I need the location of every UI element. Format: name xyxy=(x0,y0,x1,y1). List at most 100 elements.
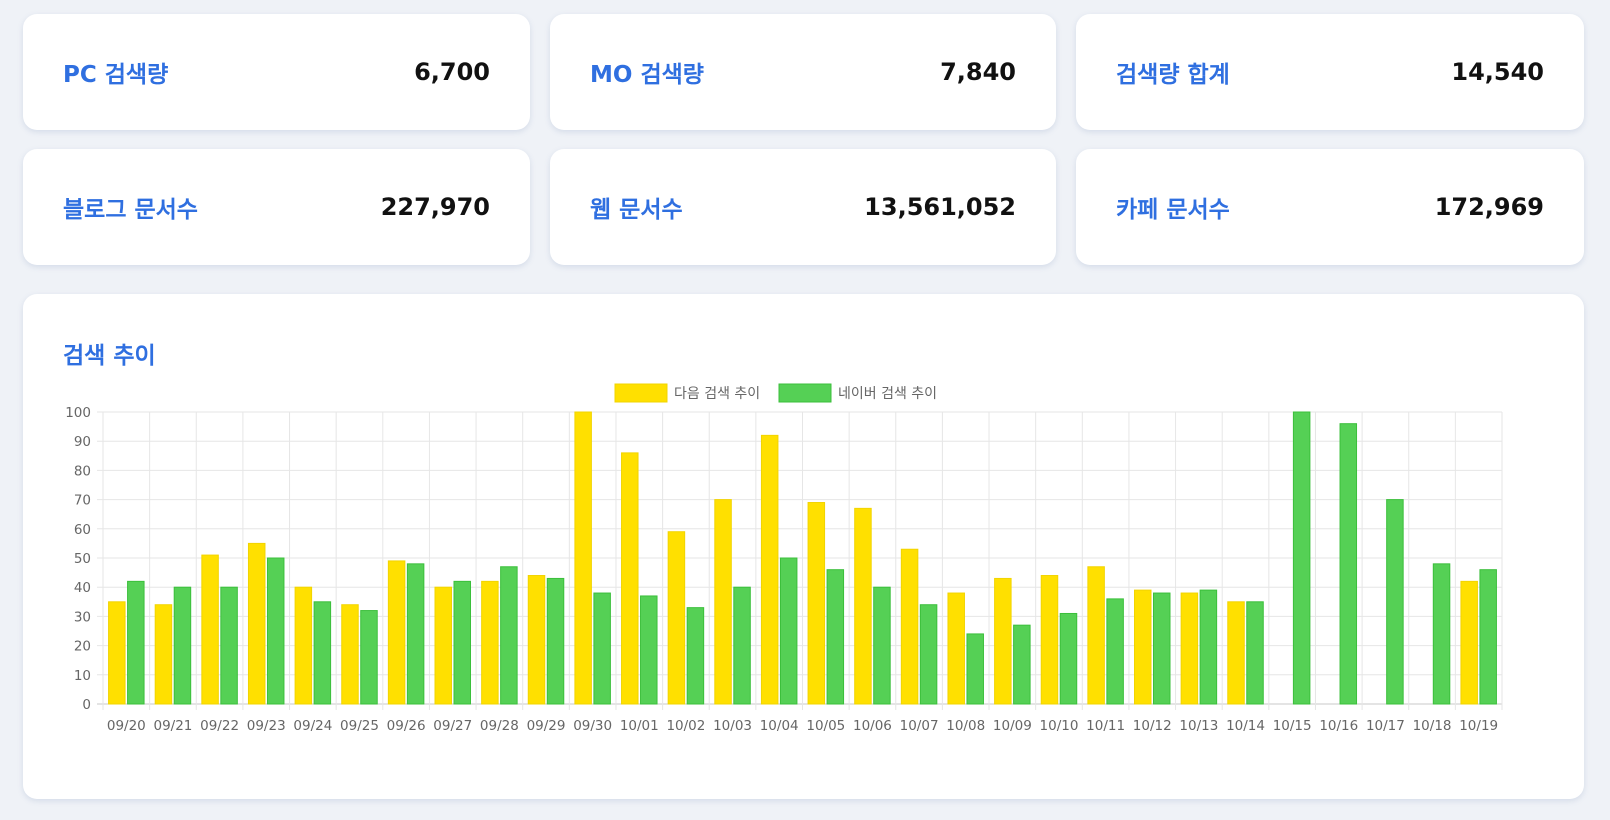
x-tick-label: 10/18 xyxy=(1413,718,1452,734)
naver-bar xyxy=(919,604,938,705)
daum-bar xyxy=(434,586,452,705)
naver-bar xyxy=(686,607,705,705)
x-tick-label: 10/17 xyxy=(1366,718,1405,734)
naver-bar xyxy=(593,592,611,705)
daum-legend-label: 다음 검색 추이 xyxy=(674,386,760,402)
daum-bar xyxy=(294,586,313,705)
y-tick-label: 100 xyxy=(65,405,91,421)
daum-bar xyxy=(387,560,406,705)
daum-bar xyxy=(807,502,826,705)
x-tick-label: 09/26 xyxy=(387,718,426,734)
naver-bar xyxy=(1153,592,1171,705)
web-docs-label: 웹 문서수 xyxy=(590,197,683,223)
y-tick-label: 40 xyxy=(74,580,91,596)
y-tick-label: 50 xyxy=(74,551,91,567)
naver-bar xyxy=(1479,569,1497,705)
y-tick-label: 0 xyxy=(82,697,91,713)
total-search-card: 검색량 합계 14,540 xyxy=(1076,14,1584,130)
y-tick-label: 10 xyxy=(74,668,91,684)
naver-bar xyxy=(873,586,891,705)
x-tick-label: 10/14 xyxy=(1226,718,1265,734)
pc-search-card: PC 검색량 6,700 xyxy=(23,14,530,130)
daum-bar xyxy=(1087,566,1105,705)
naver-bar xyxy=(1339,423,1358,705)
daum-bar xyxy=(667,531,686,705)
pc-search-label: PC 검색량 xyxy=(63,62,169,88)
daum-bar xyxy=(1460,580,1478,705)
x-tick-label: 10/10 xyxy=(1040,718,1079,734)
naver-bar xyxy=(1292,411,1311,705)
y-tick-label: 60 xyxy=(74,522,91,538)
x-tick-label: 10/04 xyxy=(760,718,799,734)
x-tick-label: 10/05 xyxy=(806,718,845,734)
daum-bar xyxy=(854,507,872,705)
x-tick-label: 09/28 xyxy=(480,718,519,734)
naver-bar xyxy=(1246,601,1264,705)
web-docs-value: 13,561,052 xyxy=(864,193,1016,221)
chart-title: 검색 추이 xyxy=(63,343,156,369)
daum-legend-swatch xyxy=(614,383,668,403)
naver-bar xyxy=(1013,624,1031,705)
y-tick-label: 30 xyxy=(74,609,91,625)
cafe-docs-value: 172,969 xyxy=(1434,193,1544,221)
blog-docs-label: 블로그 문서수 xyxy=(63,197,198,223)
x-tick-label: 09/30 xyxy=(573,718,612,734)
x-tick-label: 10/16 xyxy=(1319,718,1358,734)
naver-legend-swatch xyxy=(778,383,832,403)
daum-bar xyxy=(201,554,219,705)
daum-bar xyxy=(108,601,126,705)
naver-bar xyxy=(1106,598,1124,705)
daum-bar xyxy=(1227,601,1245,705)
naver-bar xyxy=(500,566,518,705)
blog-docs-value: 227,970 xyxy=(380,193,490,221)
x-tick-label: 10/01 xyxy=(620,718,659,734)
naver-bar xyxy=(313,601,332,705)
x-tick-label: 10/07 xyxy=(900,718,939,734)
y-tick-label: 80 xyxy=(74,463,91,479)
daum-bar xyxy=(1134,589,1152,705)
x-tick-label: 10/19 xyxy=(1459,718,1498,734)
x-tick-label: 10/11 xyxy=(1086,718,1125,734)
total-search-value: 14,540 xyxy=(1451,58,1544,86)
x-tick-label: 09/22 xyxy=(200,718,239,734)
daum-bar xyxy=(341,604,359,705)
x-tick-label: 10/02 xyxy=(666,718,705,734)
naver-bar xyxy=(826,569,845,705)
daum-bar xyxy=(481,580,499,705)
naver-bar xyxy=(360,610,378,705)
x-tick-label: 09/21 xyxy=(153,718,192,734)
mo-search-value: 7,840 xyxy=(940,58,1016,86)
y-tick-label: 90 xyxy=(74,434,91,450)
cafe-docs-label: 카페 문서수 xyxy=(1116,197,1230,223)
mo-search-label: MO 검색량 xyxy=(590,62,704,88)
pc-search-value: 6,700 xyxy=(414,58,490,86)
naver-bar xyxy=(733,586,751,705)
daum-bar xyxy=(574,411,592,705)
cafe-docs-card: 카페 문서수 172,969 xyxy=(1076,149,1584,265)
daum-bar xyxy=(714,499,732,705)
blog-docs-card: 블로그 문서수 227,970 xyxy=(23,149,530,265)
naver-bar xyxy=(406,563,425,705)
naver-bar xyxy=(966,633,984,705)
daum-bar xyxy=(760,434,779,705)
x-tick-label: 09/23 xyxy=(247,718,286,734)
naver-legend-label: 네이버 검색 추이 xyxy=(838,386,937,402)
x-tick-label: 09/29 xyxy=(527,718,566,734)
daum-bar xyxy=(947,592,965,705)
naver-bar xyxy=(546,577,565,705)
naver-bar xyxy=(220,586,238,705)
x-tick-label: 10/12 xyxy=(1133,718,1172,734)
daum-bar xyxy=(1180,592,1199,705)
daum-bar xyxy=(994,577,1012,705)
web-docs-card: 웹 문서수 13,561,052 xyxy=(550,149,1056,265)
naver-bar xyxy=(1432,563,1451,705)
x-tick-label: 10/09 xyxy=(993,718,1032,734)
naver-bar xyxy=(1386,499,1404,705)
daum-bar xyxy=(154,604,173,705)
x-tick-label: 10/06 xyxy=(853,718,892,734)
naver-bar xyxy=(453,580,471,705)
x-tick-label: 10/08 xyxy=(946,718,985,734)
naver-bar xyxy=(173,586,192,705)
search-trend-card: 검색 추이 0 10 20 30 40 50 60 70 80 90 100 09/20 09/21 09… xyxy=(23,294,1584,799)
total-search-label: 검색량 합계 xyxy=(1116,62,1230,88)
